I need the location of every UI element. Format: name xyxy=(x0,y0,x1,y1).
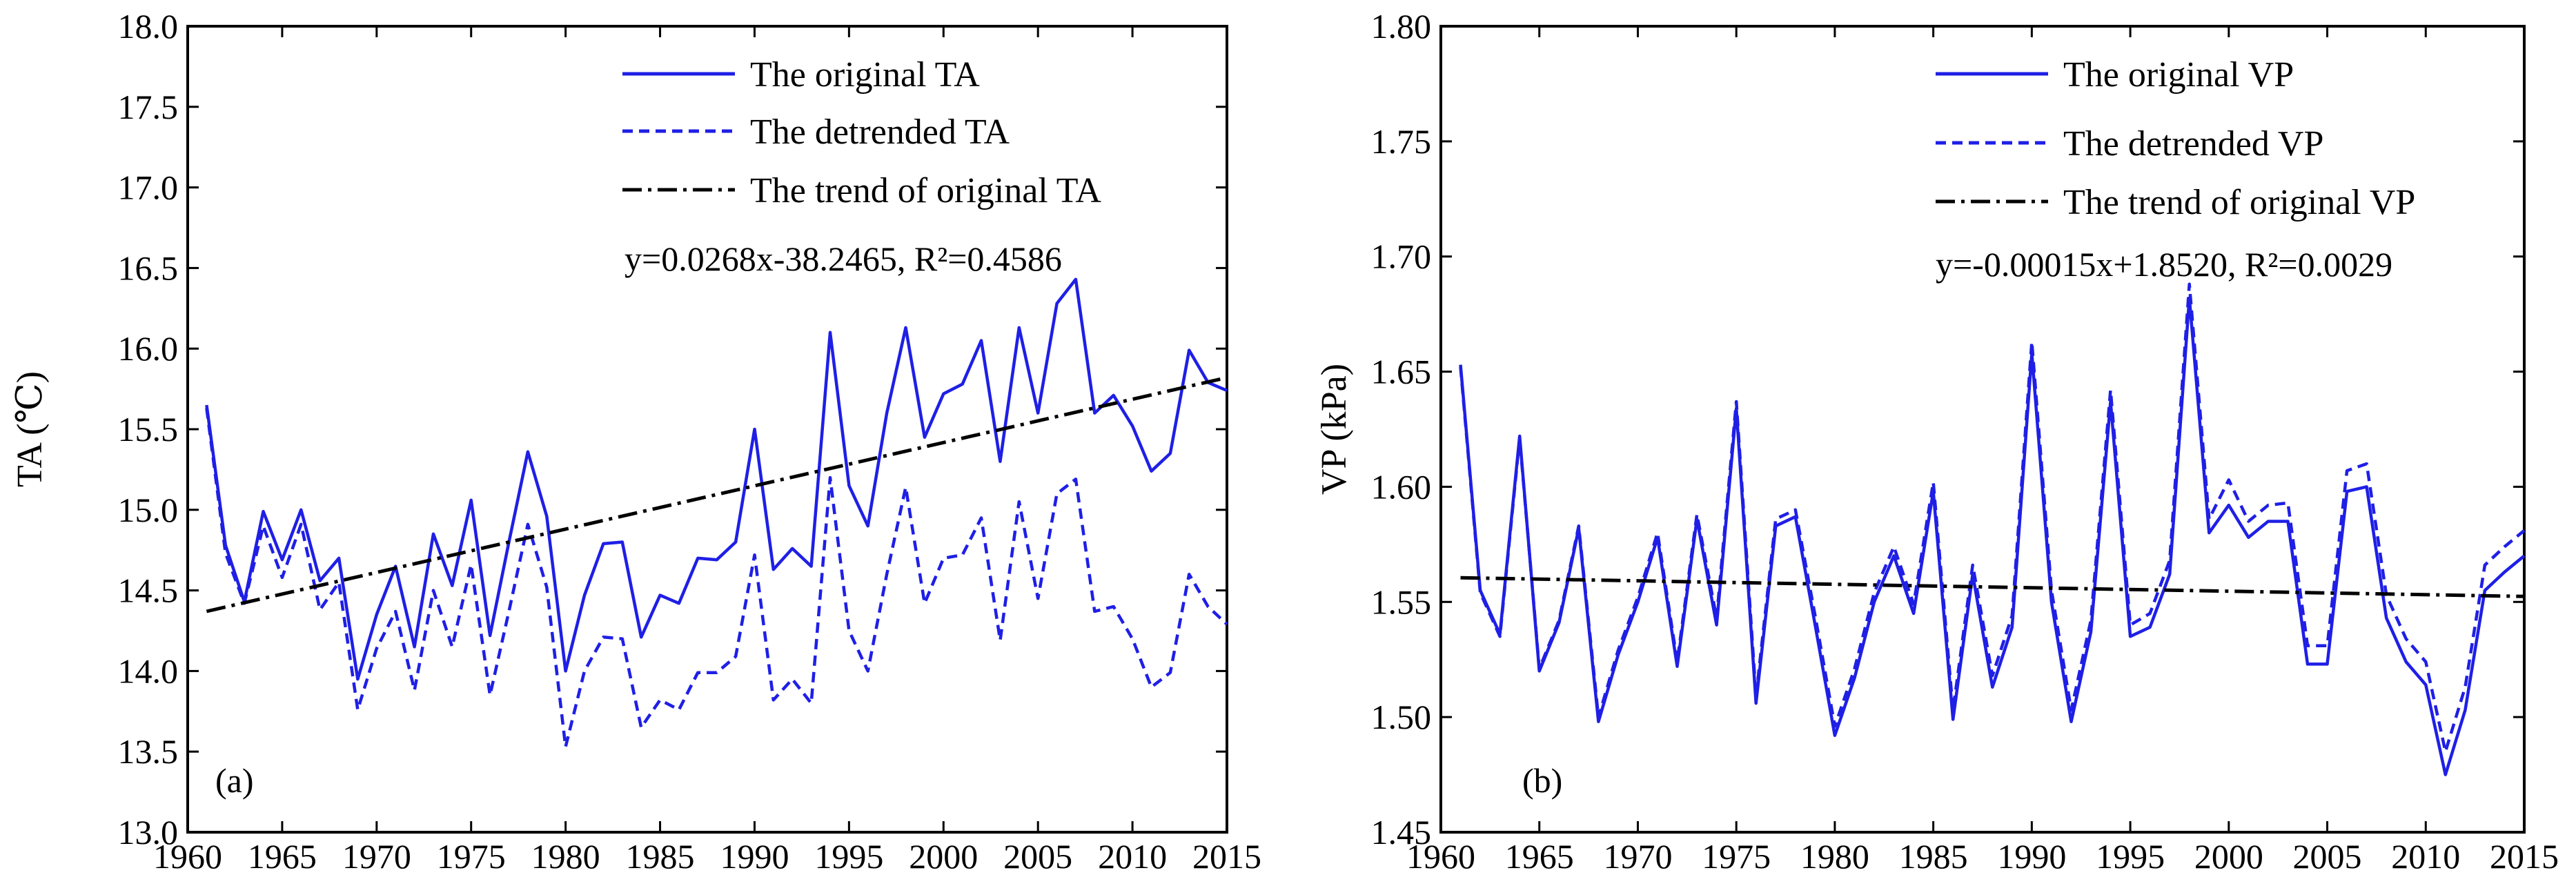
x-tick-label-a-1: 1965 xyxy=(248,837,317,876)
x-tick-label-a-9: 2005 xyxy=(1003,837,1072,876)
y-tick-label-a-6: 16.0 xyxy=(118,329,179,368)
legend-label-trend-vp: The trend of original VP xyxy=(2063,183,2415,222)
series-a xyxy=(205,277,1228,749)
y-tick-label-a-5: 15.5 xyxy=(118,410,179,449)
series-line-b-2 xyxy=(1460,576,2525,598)
y-tick-label-b-6: 1.75 xyxy=(1371,122,1432,161)
x-tick-label-b-0: 1960 xyxy=(1406,837,1475,876)
x-tick-label-b-3: 1975 xyxy=(1702,837,1771,876)
y-tick-label-a-1: 13.5 xyxy=(118,732,179,771)
series-b xyxy=(1459,282,2526,776)
plot-frame-b xyxy=(1439,25,2526,834)
x-tick-label-a-7: 1995 xyxy=(814,837,883,876)
y-tick-label-a-7: 16.5 xyxy=(118,248,179,287)
x-tick-label-b-1: 1965 xyxy=(1505,837,1574,876)
y-tick-label-a-0: 13.0 xyxy=(118,813,179,852)
y-tick-label-a-3: 14.5 xyxy=(118,571,179,610)
y-tick-label-a-2: 14.0 xyxy=(118,651,179,690)
y-tick-labels-b: 1.45 1.50 1.55 1.60 1.65 1.70 1.75 1.80 xyxy=(1371,7,1432,852)
x-tick-label-a-11: 2015 xyxy=(1192,837,1261,876)
x-tick-label-b-5: 1985 xyxy=(1899,837,1968,876)
x-tick-labels-a: 1960 1965 1970 1975 1980 1985 1990 1995 2000 2005… xyxy=(153,837,1261,876)
plot-frame-a xyxy=(186,25,1228,834)
x-tick-label-b-7: 1995 xyxy=(2096,837,2165,876)
x-tick-labels-b: 1960 1965 1970 1975 1980 1985 1990 1995 2000 2005… xyxy=(1406,837,2559,876)
x-tick-label-a-5: 1985 xyxy=(626,837,695,876)
trend-equation-a: y=0.0268x-38.2465, R²=0.4586 xyxy=(625,239,1062,278)
y-tick-label-b-5: 1.70 xyxy=(1371,237,1432,276)
y-tick-label-a-9: 17.5 xyxy=(118,88,179,126)
tick-marks-b xyxy=(1439,25,2526,834)
x-tick-label-b-2: 1970 xyxy=(1603,837,1672,876)
panel-label-b: (b) xyxy=(1522,761,1562,800)
x-tick-label-a-8: 2000 xyxy=(909,837,978,876)
legend-label-detrended-vp: The detrended VP xyxy=(2063,124,2323,164)
y-tick-label-a-8: 17.0 xyxy=(118,168,179,207)
x-tick-label-b-11: 2015 xyxy=(2490,837,2559,876)
y-tick-label-a-10: 18.0 xyxy=(118,7,179,46)
legend-a: The original TA The detrended TA The tre… xyxy=(622,55,1101,278)
x-tick-label-a-6: 1990 xyxy=(720,837,789,876)
panel-label-a: (a) xyxy=(215,761,254,800)
x-tick-label-a-3: 1975 xyxy=(437,837,506,876)
x-tick-label-a-2: 1970 xyxy=(342,837,411,876)
y-axis-label-a: TA (℃) xyxy=(10,371,50,487)
x-tick-label-a-10: 2010 xyxy=(1098,837,1167,876)
series-line-b-0 xyxy=(1459,296,2526,776)
x-tick-label-b-6: 1990 xyxy=(1997,837,2066,876)
y-tick-label-b-4: 1.65 xyxy=(1371,353,1432,391)
legend-label-original-vp: The original VP xyxy=(2063,55,2294,95)
panel-a: 13.0 13.5 14.0 14.5 15.0 15.5 16.0 16.5 17.0 17.5… xyxy=(10,7,1261,876)
x-tick-label-b-8: 2000 xyxy=(2194,837,2263,876)
y-tick-label-b-1: 1.50 xyxy=(1371,698,1432,736)
y-axis-label-b: VP (kPa) xyxy=(1315,364,1354,495)
legend-label-trend-ta: The trend of original TA xyxy=(750,171,1101,210)
legend-label-detrended-ta: The detrended TA xyxy=(750,112,1010,152)
y-tick-label-a-4: 15.0 xyxy=(118,491,179,529)
y-tick-label-b-3: 1.60 xyxy=(1371,467,1432,506)
y-tick-labels-a: 13.0 13.5 14.0 14.5 15.0 15.5 16.0 16.5 17.0 17.5… xyxy=(118,7,179,852)
y-tick-label-b-2: 1.55 xyxy=(1371,582,1432,621)
x-tick-label-b-9: 2005 xyxy=(2293,837,2362,876)
panel-b: 1.451.501.551.601.651.701.751.80 1960 196… xyxy=(1315,7,2559,876)
tick-marks-a xyxy=(186,25,1228,834)
legend-b: The original VP The detrended VP The tre… xyxy=(1936,55,2415,284)
x-tick-label-a-0: 1960 xyxy=(153,837,222,876)
y-tick-label-b-0: 1.45 xyxy=(1371,813,1432,852)
legend-label-original-ta: The original TA xyxy=(750,55,980,95)
y-tick-label-b-7: 1.80 xyxy=(1371,7,1432,46)
series-line-a-1 xyxy=(205,408,1228,749)
x-tick-label-b-10: 2010 xyxy=(2391,837,2460,876)
x-tick-label-b-4: 1980 xyxy=(1800,837,1869,876)
series-line-a-0 xyxy=(205,277,1228,681)
trend-equation-b: y=-0.00015x+1.8520, R²=0.0029 xyxy=(1936,245,2392,284)
series-line-a-2 xyxy=(206,375,1228,613)
x-tick-label-a-4: 1980 xyxy=(531,837,600,876)
series-line-b-1 xyxy=(1459,282,2526,754)
